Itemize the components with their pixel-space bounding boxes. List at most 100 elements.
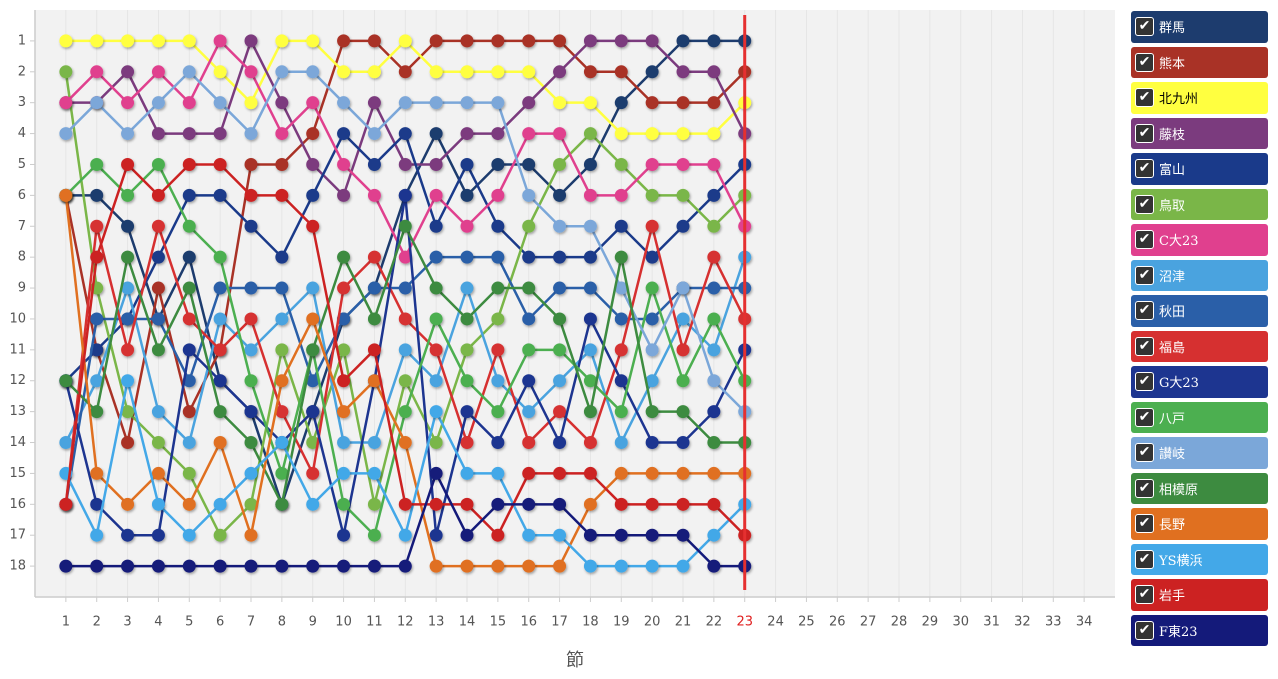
legend-checkbox[interactable]: ✔ [1135, 372, 1154, 392]
legend-checkbox[interactable]: ✔ [1135, 17, 1154, 37]
point [460, 405, 474, 419]
legend-item[interactable]: ✔ YS横浜 [1131, 543, 1268, 575]
point [614, 374, 628, 388]
point [491, 219, 505, 233]
point [583, 436, 597, 450]
point [213, 281, 227, 295]
point [645, 559, 659, 573]
point [337, 343, 351, 357]
point [522, 281, 536, 295]
point [614, 188, 628, 202]
point [460, 528, 474, 542]
legend-checkbox[interactable]: ✔ [1135, 407, 1154, 427]
point [337, 528, 351, 542]
y-tick-label: 11 [9, 342, 26, 357]
point [583, 157, 597, 171]
legend-checkbox[interactable]: ✔ [1135, 443, 1154, 463]
point [398, 559, 412, 573]
point [429, 374, 443, 388]
legend-item[interactable]: ✔ F東23 [1131, 614, 1268, 646]
point [460, 281, 474, 295]
point [367, 559, 381, 573]
point [367, 96, 381, 110]
point [707, 559, 721, 573]
point [614, 127, 628, 141]
point [151, 96, 165, 110]
legend-checkbox[interactable]: ✔ [1135, 159, 1154, 179]
point [337, 96, 351, 110]
point [460, 312, 474, 326]
x-tick-label: 3 [123, 615, 131, 630]
legend-item[interactable]: ✔ 讃岐 [1131, 437, 1268, 469]
legend-checkbox[interactable]: ✔ [1135, 88, 1154, 108]
legend-checkbox[interactable]: ✔ [1135, 478, 1154, 498]
point [614, 157, 628, 171]
point [367, 312, 381, 326]
point [522, 96, 536, 110]
legend-item[interactable]: ✔ 熊本 [1131, 46, 1268, 78]
point [182, 497, 196, 511]
point [121, 250, 135, 264]
point [306, 281, 320, 295]
y-tick-label: 15 [9, 466, 26, 481]
point [306, 188, 320, 202]
point [398, 374, 412, 388]
point [337, 157, 351, 171]
legend-item[interactable]: ✔ 福島 [1131, 330, 1268, 362]
y-tick-label: 10 [9, 311, 26, 326]
point [553, 157, 567, 171]
point [676, 466, 690, 480]
legend-checkbox[interactable]: ✔ [1135, 194, 1154, 214]
legend-checkbox[interactable]: ✔ [1135, 585, 1154, 605]
legend-checkbox[interactable]: ✔ [1135, 52, 1154, 72]
point [553, 219, 567, 233]
legend-checkbox[interactable]: ✔ [1135, 514, 1154, 534]
point [491, 497, 505, 511]
point [367, 34, 381, 48]
point [182, 250, 196, 264]
point [182, 188, 196, 202]
legend-item[interactable]: ✔ 富山 [1131, 153, 1268, 185]
legend-item[interactable]: ✔ 長野 [1131, 508, 1268, 540]
point [553, 436, 567, 450]
legend-label: 長野 [1159, 518, 1186, 534]
legend-checkbox[interactable]: ✔ [1135, 301, 1154, 321]
legend-checkbox[interactable]: ✔ [1135, 336, 1154, 356]
point [553, 405, 567, 419]
point [213, 374, 227, 388]
x-tick-label: 16 [520, 615, 537, 630]
legend-item[interactable]: ✔ 鳥取 [1131, 188, 1268, 220]
legend-item[interactable]: ✔ C大23 [1131, 224, 1268, 256]
x-tick-label: 26 [829, 615, 846, 630]
legend-item[interactable]: ✔ G大23 [1131, 366, 1268, 398]
legend-item[interactable]: ✔ 群馬 [1131, 11, 1268, 43]
point [90, 312, 104, 326]
legend-checkbox[interactable]: ✔ [1135, 549, 1154, 569]
point [614, 466, 628, 480]
point [614, 250, 628, 264]
point [676, 281, 690, 295]
legend-checkbox[interactable]: ✔ [1135, 265, 1154, 285]
y-tick-label: 4 [18, 126, 26, 141]
point [275, 312, 289, 326]
legend-checkbox[interactable]: ✔ [1135, 123, 1154, 143]
legend-item[interactable]: ✔ 藤枝 [1131, 117, 1268, 149]
legend-item[interactable]: ✔ 岩手 [1131, 579, 1268, 611]
point [90, 559, 104, 573]
point [398, 528, 412, 542]
point [244, 528, 258, 542]
legend-item[interactable]: ✔ 八戸 [1131, 401, 1268, 433]
legend-checkbox[interactable]: ✔ [1135, 230, 1154, 250]
point [522, 312, 536, 326]
point [244, 65, 258, 79]
point [491, 127, 505, 141]
legend-checkbox[interactable]: ✔ [1135, 620, 1154, 640]
legend-item[interactable]: ✔ 秋田 [1131, 295, 1268, 327]
point [213, 127, 227, 141]
legend-item[interactable]: ✔ 相模原 [1131, 472, 1268, 504]
legend-item[interactable]: ✔ 北九州 [1131, 82, 1268, 114]
x-tick-label: 21 [675, 615, 692, 630]
legend-item[interactable]: ✔ 沼津 [1131, 259, 1268, 291]
point [522, 528, 536, 542]
x-tick-label: 5 [185, 615, 193, 630]
